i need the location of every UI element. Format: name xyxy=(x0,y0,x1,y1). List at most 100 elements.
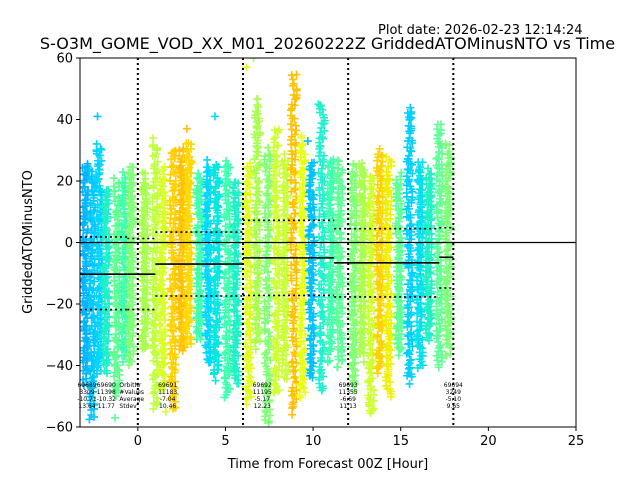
data-point xyxy=(152,224,161,233)
data-point xyxy=(183,165,192,174)
data-point xyxy=(102,186,111,195)
data-point xyxy=(149,389,158,398)
data-point xyxy=(102,369,111,378)
data-point xyxy=(156,309,165,318)
data-point xyxy=(187,316,196,325)
data-point xyxy=(80,196,89,205)
data-point xyxy=(126,169,135,178)
data-point xyxy=(86,297,95,306)
data-point xyxy=(179,144,188,153)
data-point xyxy=(168,382,177,391)
data-point xyxy=(169,302,178,311)
point-column xyxy=(109,174,124,401)
plot-date: Plot date: 2026-02-23 12:14:24 xyxy=(378,23,583,38)
data-point xyxy=(203,155,212,164)
data-point xyxy=(206,335,215,344)
data-point xyxy=(171,360,180,369)
data-point xyxy=(168,372,177,381)
data-point xyxy=(87,186,96,195)
data-point xyxy=(168,161,177,170)
data-point xyxy=(183,173,192,182)
data-point xyxy=(83,225,92,234)
data-point xyxy=(157,385,166,394)
data-point xyxy=(85,293,94,302)
data-point xyxy=(140,330,149,339)
data-point xyxy=(148,284,157,293)
data-point xyxy=(103,344,112,353)
data-point xyxy=(148,141,157,150)
data-point xyxy=(148,336,157,345)
data-point xyxy=(112,206,121,215)
data-point xyxy=(148,266,157,275)
data-point xyxy=(168,291,177,300)
data-point xyxy=(158,165,167,174)
point-column xyxy=(137,168,152,353)
data-point xyxy=(89,400,98,409)
data-point xyxy=(159,204,168,213)
data-point xyxy=(85,283,94,292)
data-point xyxy=(166,284,175,293)
data-point xyxy=(127,357,136,366)
data-point xyxy=(206,197,215,206)
point-column xyxy=(192,169,207,344)
data-point xyxy=(171,223,180,232)
data-point xyxy=(100,299,109,308)
data-point xyxy=(171,210,180,219)
data-point xyxy=(129,311,138,320)
data-point xyxy=(167,309,176,318)
data-point xyxy=(94,298,103,307)
data-point xyxy=(95,160,104,169)
data-point xyxy=(175,345,184,354)
data-point xyxy=(186,243,195,252)
data-point xyxy=(110,187,119,196)
data-point xyxy=(137,317,146,326)
data-point xyxy=(87,348,96,357)
data-point xyxy=(196,310,205,319)
data-point xyxy=(90,277,99,286)
data-point xyxy=(152,400,161,409)
data-point xyxy=(97,156,106,165)
data-point xyxy=(160,380,169,389)
data-point xyxy=(104,355,113,364)
chart-title: S-O3M_GOME_VOD_XX_M01_20260222Z GriddedA… xyxy=(39,34,616,53)
data-point xyxy=(184,139,193,148)
data-point xyxy=(152,326,161,335)
data-point xyxy=(104,287,113,296)
data-point xyxy=(150,371,159,380)
data-point xyxy=(151,381,160,390)
data-point xyxy=(120,204,129,213)
data-point xyxy=(138,293,147,302)
data-point xyxy=(194,169,203,178)
data-point xyxy=(169,404,178,413)
data-point xyxy=(92,213,101,222)
data-point xyxy=(156,384,165,393)
data-point xyxy=(174,303,183,312)
data-point xyxy=(85,268,94,277)
data-point xyxy=(112,386,121,395)
data-point xyxy=(109,174,118,183)
data-point xyxy=(151,261,160,270)
data-point xyxy=(157,280,166,289)
data-point xyxy=(160,255,169,264)
data-point xyxy=(196,173,205,182)
data-point xyxy=(187,339,196,348)
data-point xyxy=(137,206,146,215)
data-point xyxy=(168,349,177,358)
data-point xyxy=(148,151,157,160)
data-point xyxy=(102,318,111,327)
data-point xyxy=(115,366,124,375)
data-point xyxy=(88,373,97,382)
data-point xyxy=(80,163,87,172)
data-point xyxy=(170,147,179,156)
data-point xyxy=(86,367,95,376)
data-point xyxy=(140,169,149,178)
data-point xyxy=(148,193,157,202)
data-point xyxy=(153,145,162,154)
point-column xyxy=(165,146,180,413)
data-point xyxy=(139,178,148,187)
point-column xyxy=(99,185,114,378)
data-point xyxy=(175,284,184,293)
data-point xyxy=(85,415,94,424)
data-point xyxy=(182,168,191,177)
data-point xyxy=(192,335,201,344)
